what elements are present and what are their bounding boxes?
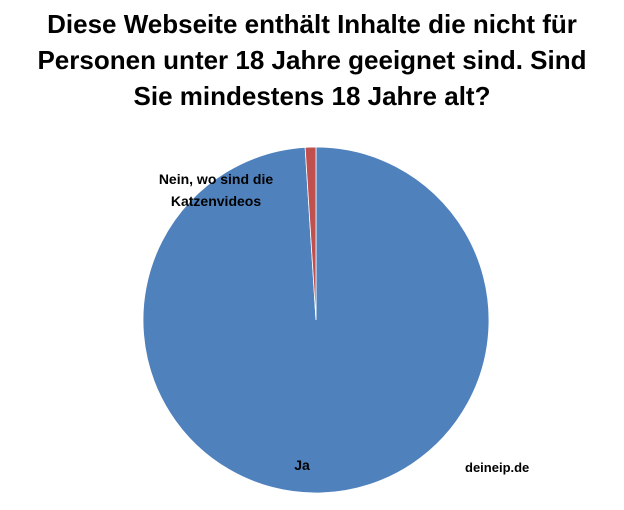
chart-title-line: Personen unter 18 Jahre geeignet sind. S… bbox=[37, 45, 587, 75]
pie-slice-nein bbox=[304, 146, 317, 321]
watermark: deineip.de bbox=[465, 460, 530, 475]
slice-label-line: Katzenvideos bbox=[171, 193, 261, 209]
slice-label-nein: Nein, wo sind die Katzenvideos bbox=[159, 171, 274, 209]
slice-label-line: Nein, wo sind die bbox=[159, 171, 274, 187]
chart-title: Diese Webseite enthält Inhalte die nicht… bbox=[0, 6, 624, 114]
chart-title-line: Sie mindestens 18 Jahre alt? bbox=[133, 81, 491, 111]
slice-label-line: Ja bbox=[294, 457, 310, 473]
slice-label-ja: Ja bbox=[294, 457, 310, 473]
chart-title-line: Diese Webseite enthält Inhalte die nicht… bbox=[47, 9, 577, 39]
